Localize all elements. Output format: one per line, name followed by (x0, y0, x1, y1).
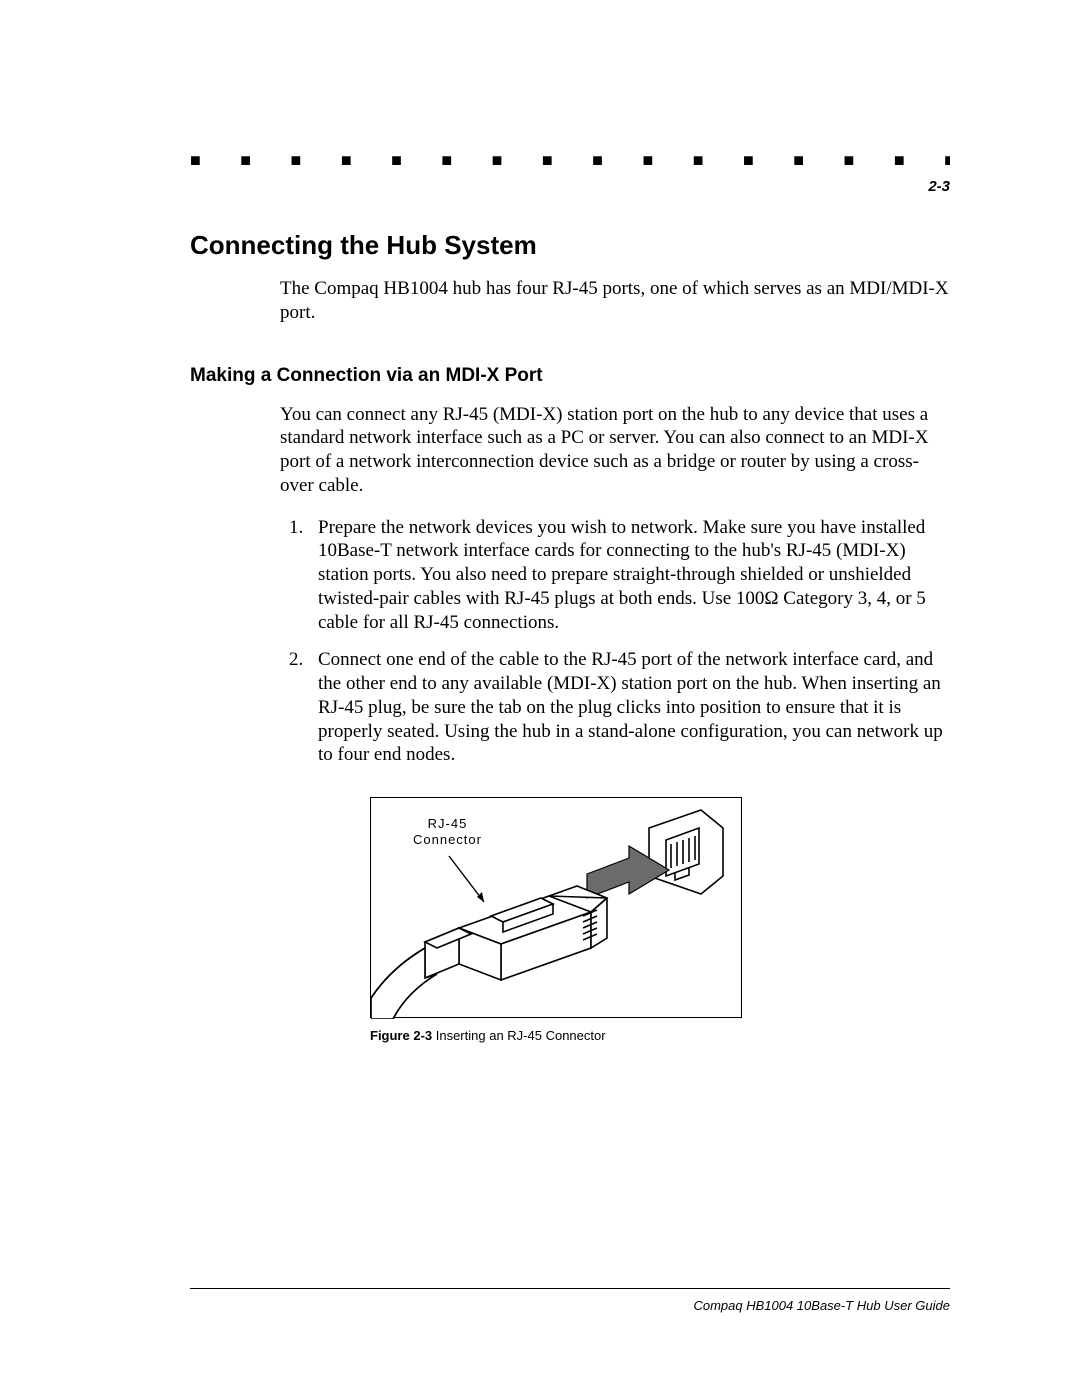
footer-text: Compaq HB1004 10Base-T Hub User Guide (693, 1298, 950, 1313)
insert-arrow-icon (587, 846, 669, 898)
content: Connecting the Hub System The Compaq HB1… (190, 230, 950, 1043)
step-item: Prepare the network devices you wish to … (308, 516, 950, 635)
subheading: Making a Connection via an MDI-X Port (190, 365, 950, 387)
intro-paragraph: The Compaq HB1004 hub has four RJ-45 por… (280, 277, 950, 325)
page: ■ ■ ■ ■ ■ ■ ■ ■ ■ ■ ■ ■ ■ ■ ■ ■ ■ ■ ■ ■ … (0, 0, 1080, 1397)
steps-list: Prepare the network devices you wish to … (280, 516, 950, 768)
body-paragraph-1: You can connect any RJ-45 (MDI-X) statio… (280, 403, 950, 498)
footer-rule (190, 1288, 950, 1289)
figure-box: RJ-45 Connector (370, 797, 742, 1018)
section-title: Connecting the Hub System (190, 230, 950, 261)
rj45-jack-icon (649, 810, 723, 894)
step-item: Connect one end of the cable to the RJ-4… (308, 648, 950, 767)
rj45-plug-icon (459, 886, 607, 980)
figure-caption: Figure 2-3 Inserting an RJ-45 Connector (370, 1028, 950, 1043)
body-block: You can connect any RJ-45 (MDI-X) statio… (280, 403, 950, 768)
figure-wrap: RJ-45 Connector (280, 797, 950, 1043)
figure-caption-bold: Figure 2-3 (370, 1028, 432, 1043)
figure-caption-text: Inserting an RJ-45 Connector (432, 1028, 605, 1043)
page-number: 2-3 (928, 178, 950, 195)
header-dot-row: ■ ■ ■ ■ ■ ■ ■ ■ ■ ■ ■ ■ ■ ■ ■ ■ ■ ■ ■ ■ … (190, 150, 950, 171)
rj45-connector-illustration (371, 798, 743, 1019)
intro-block: The Compaq HB1004 hub has four RJ-45 por… (280, 277, 950, 325)
